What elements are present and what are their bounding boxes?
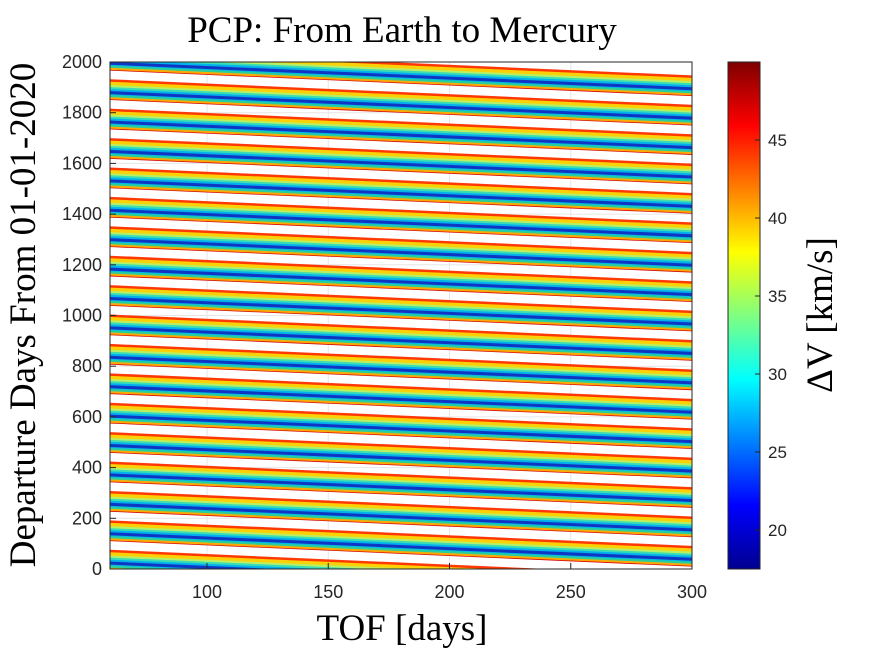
- contour-stripe: [110, 80, 692, 111]
- contour-stripe: [110, 138, 692, 170]
- contour-stripe: [110, 432, 692, 464]
- contour-band: [110, 432, 692, 479]
- y-tick-label: 400: [72, 458, 102, 478]
- contour-stripe: [110, 227, 692, 258]
- contour-stripe: [110, 256, 692, 288]
- contour-band: [110, 402, 692, 450]
- colorbar-tick-label: 35: [768, 287, 787, 306]
- x-tick-label: 150: [313, 582, 343, 602]
- contour-stripe: [110, 374, 692, 405]
- contour-stripe: [110, 344, 692, 376]
- contour-stripe: [110, 314, 692, 343]
- contour-stripe: [110, 315, 692, 346]
- y-tick-label: 2000: [62, 52, 102, 72]
- contour-stripe: [110, 197, 692, 229]
- contour-bands: [110, 62, 692, 569]
- y-tick-label: 1800: [62, 103, 102, 123]
- contour-band: [110, 226, 692, 273]
- contour-stripe: [110, 226, 692, 255]
- colorbar-label: ΔV [km/s]: [800, 237, 841, 393]
- contour-band: [110, 285, 692, 332]
- colorbar-tick-label: 20: [768, 521, 787, 540]
- contour-stripe: [110, 403, 692, 435]
- contour-stripe: [110, 461, 692, 490]
- y-tick-label: 1400: [62, 204, 102, 224]
- colorbar-tick-label: 30: [768, 365, 787, 384]
- contour-band: [110, 314, 692, 361]
- contour-band: [110, 255, 692, 302]
- y-tick-label: 600: [72, 407, 102, 427]
- y-tick-label: 800: [72, 356, 102, 376]
- contour-band: [110, 490, 692, 538]
- y-tick-label: 1200: [62, 255, 102, 275]
- contour-stripe: [110, 373, 692, 402]
- y-tick-label: 1000: [62, 306, 102, 326]
- contour-stripe: [110, 490, 692, 519]
- y-axis-ticks: 0 200 400 600 800 1000 1200 1400 1600 1800 2000: [62, 52, 116, 579]
- contour-band: [110, 461, 692, 508]
- y-axis-label: Departure Days From 01-01-2020: [3, 63, 44, 568]
- contour-stripe: [110, 549, 549, 569]
- x-tick-label: 250: [556, 582, 586, 602]
- contour-stripe: [255, 62, 692, 82]
- contour-band: [110, 62, 692, 97]
- contour-stripe: [110, 343, 692, 372]
- contour-stripe: [110, 520, 692, 549]
- contour-stripe: [110, 521, 692, 552]
- contour-stripe: [110, 285, 692, 314]
- x-axis-label: TOF [days]: [317, 608, 488, 649]
- contour-stripe: [110, 432, 692, 461]
- x-tick-label: 300: [677, 582, 707, 602]
- contour-stripe: [110, 550, 531, 569]
- colorbar-tick-label: 40: [768, 209, 787, 228]
- y-tick-label: 1600: [62, 153, 102, 173]
- y-tick-label: 0: [92, 559, 102, 579]
- colorbar-tick-label: 45: [768, 131, 787, 150]
- contour-band: [110, 167, 692, 214]
- x-tick-label: 200: [434, 582, 464, 602]
- chart-title: PCP: From Earth to Mercury: [187, 10, 617, 51]
- contour-band: [110, 196, 692, 244]
- contour-stripe: [110, 168, 692, 199]
- x-axis-ticks: 100 150 200 250 300: [192, 563, 707, 602]
- contour-stripe: [110, 167, 692, 196]
- contour-band: [110, 373, 692, 420]
- contour-band: [110, 108, 692, 155]
- y-tick-label: 200: [72, 508, 102, 528]
- contour-band: [110, 343, 692, 391]
- contour-stripe: [110, 491, 692, 523]
- x-tick-label: 100: [192, 582, 222, 602]
- contour-band: [110, 520, 692, 567]
- contour-band: [110, 79, 692, 126]
- contour-stripe: [110, 462, 692, 493]
- contour-stripe: [110, 108, 692, 137]
- colorbar: [727, 61, 761, 570]
- contour-stripe: [110, 285, 692, 317]
- contour-stripe: [110, 255, 692, 284]
- contour-stripe: [110, 79, 692, 108]
- contour-stripe: [110, 196, 692, 225]
- contour-band: [110, 138, 692, 185]
- contour-stripe: [110, 402, 692, 431]
- contour-stripe: [110, 109, 692, 140]
- colorbar-tick-label: 25: [768, 443, 787, 462]
- contour-stripe: [329, 62, 692, 78]
- contour-stripe: [110, 138, 692, 167]
- colorbar-ticks: 20 25 30 35 40 45: [755, 131, 787, 540]
